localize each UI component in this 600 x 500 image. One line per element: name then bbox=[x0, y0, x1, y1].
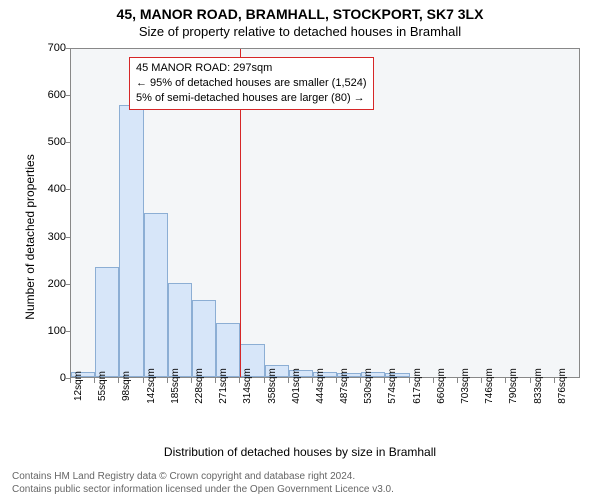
x-tick-label: 444sqm bbox=[315, 368, 326, 404]
y-tick-mark bbox=[65, 95, 70, 96]
y-tick-mark bbox=[65, 142, 70, 143]
histogram-bar bbox=[168, 283, 192, 377]
chart-subtitle: Size of property relative to detached ho… bbox=[0, 24, 600, 39]
x-tick-mark bbox=[384, 378, 385, 383]
x-tick-mark bbox=[409, 378, 410, 383]
histogram-bar bbox=[192, 300, 216, 377]
plot-area: 45 MANOR ROAD: 297sqm← 95% of detached h… bbox=[70, 48, 580, 378]
y-tick-mark bbox=[65, 237, 70, 238]
y-tick-mark bbox=[65, 331, 70, 332]
x-tick-label: 358sqm bbox=[267, 368, 278, 404]
x-tick-mark bbox=[288, 378, 289, 383]
x-tick-mark bbox=[505, 378, 506, 383]
y-tick-label: 400 bbox=[26, 183, 66, 195]
x-tick-label: 142sqm bbox=[146, 368, 157, 404]
x-tick-mark bbox=[239, 378, 240, 383]
chart-title-address: 45, MANOR ROAD, BRAMHALL, STOCKPORT, SK7… bbox=[0, 6, 600, 22]
y-tick-label: 100 bbox=[26, 325, 66, 337]
y-tick-mark bbox=[65, 284, 70, 285]
y-tick-label: 200 bbox=[26, 278, 66, 290]
y-tick-label: 0 bbox=[26, 372, 66, 384]
x-tick-mark bbox=[433, 378, 434, 383]
x-tick-mark bbox=[118, 378, 119, 383]
y-tick-mark bbox=[65, 48, 70, 49]
x-tick-label: 876sqm bbox=[557, 368, 568, 404]
x-tick-mark bbox=[360, 378, 361, 383]
x-tick-mark bbox=[554, 378, 555, 383]
x-tick-label: 271sqm bbox=[218, 368, 229, 404]
x-tick-label: 660sqm bbox=[436, 368, 447, 404]
legend-line-3: 5% of semi-detached houses are larger (8… bbox=[136, 91, 367, 106]
histogram-bar bbox=[119, 105, 143, 377]
y-tick-mark bbox=[65, 189, 70, 190]
y-tick-label: 700 bbox=[26, 42, 66, 54]
x-tick-label: 746sqm bbox=[484, 368, 495, 404]
x-tick-label: 790sqm bbox=[508, 368, 519, 404]
x-tick-label: 833sqm bbox=[533, 368, 544, 404]
x-tick-mark bbox=[167, 378, 168, 383]
x-tick-label: 617sqm bbox=[412, 368, 423, 404]
legend-line-1: 45 MANOR ROAD: 297sqm bbox=[136, 61, 367, 76]
x-tick-mark bbox=[94, 378, 95, 383]
histogram-bar bbox=[144, 213, 168, 377]
x-tick-label: 55sqm bbox=[97, 371, 108, 401]
x-tick-mark bbox=[530, 378, 531, 383]
legend-box: 45 MANOR ROAD: 297sqm← 95% of detached h… bbox=[129, 57, 374, 110]
x-tick-label: 574sqm bbox=[387, 368, 398, 404]
x-tick-mark bbox=[191, 378, 192, 383]
x-tick-label: 530sqm bbox=[363, 368, 374, 404]
x-tick-mark bbox=[481, 378, 482, 383]
x-tick-label: 703sqm bbox=[460, 368, 471, 404]
x-tick-label: 314sqm bbox=[242, 368, 253, 404]
x-tick-mark bbox=[143, 378, 144, 383]
y-tick-label: 500 bbox=[26, 136, 66, 148]
x-tick-label: 98sqm bbox=[121, 371, 132, 401]
y-tick-label: 600 bbox=[26, 89, 66, 101]
x-tick-label: 401sqm bbox=[291, 368, 302, 404]
y-tick-label: 300 bbox=[26, 231, 66, 243]
x-axis-label: Distribution of detached houses by size … bbox=[0, 445, 600, 459]
x-tick-mark bbox=[264, 378, 265, 383]
x-tick-label: 12sqm bbox=[73, 371, 84, 401]
footer-attribution: Contains HM Land Registry data © Crown c… bbox=[12, 470, 394, 496]
x-tick-mark bbox=[215, 378, 216, 383]
x-tick-label: 185sqm bbox=[170, 368, 181, 404]
x-tick-label: 487sqm bbox=[339, 368, 350, 404]
x-tick-label: 228sqm bbox=[194, 368, 205, 404]
footer-line-2: Contains public sector information licen… bbox=[12, 483, 394, 496]
footer-line-1: Contains HM Land Registry data © Crown c… bbox=[12, 470, 394, 483]
chart-container: 45, MANOR ROAD, BRAMHALL, STOCKPORT, SK7… bbox=[0, 0, 600, 500]
histogram-bar bbox=[95, 267, 119, 377]
x-tick-mark bbox=[336, 378, 337, 383]
x-tick-mark bbox=[457, 378, 458, 383]
x-tick-mark bbox=[70, 378, 71, 383]
x-tick-mark bbox=[312, 378, 313, 383]
legend-line-2: ← 95% of detached houses are smaller (1,… bbox=[136, 76, 367, 91]
